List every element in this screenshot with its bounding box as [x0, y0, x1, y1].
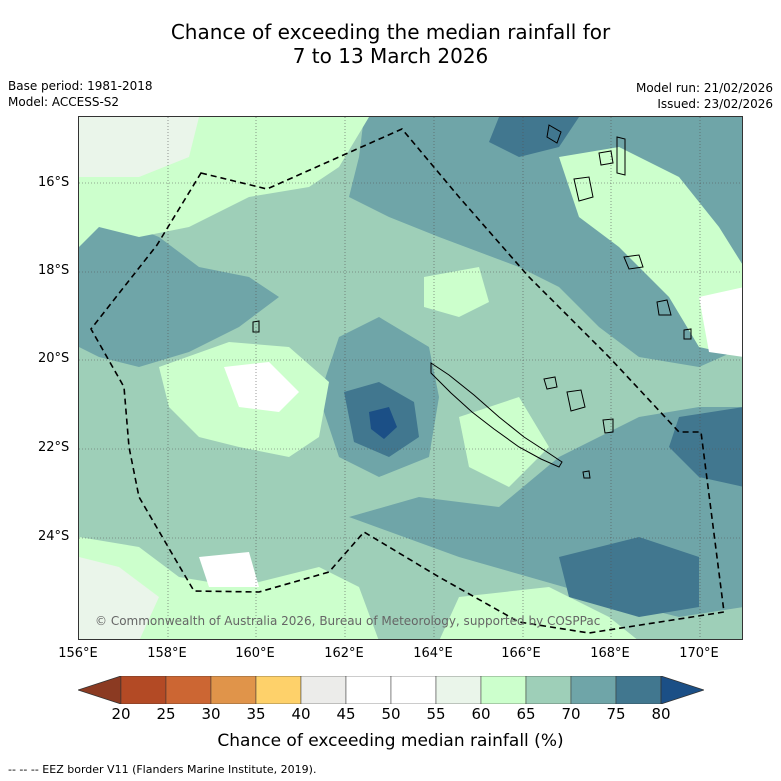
cb-swatch-65-70: [525, 676, 572, 704]
cb-tick-45: 45: [336, 705, 356, 723]
lat-label-18s: 18°S: [38, 263, 70, 278]
rainfall-map[interactable]: [78, 116, 743, 640]
band-60-65-east: [559, 147, 742, 357]
band-75-80-ne: [489, 117, 579, 157]
map-svg: [79, 117, 742, 639]
vanuatu-island-5: [623, 254, 644, 270]
band-75-80-east: [669, 407, 742, 487]
loyalty-island-2: [566, 389, 586, 412]
cb-swatch-60-65: [480, 676, 527, 704]
cb-tick-40: 40: [291, 705, 311, 723]
cb-tick-65: 65: [516, 705, 536, 723]
lat-label-20s: 20°S: [38, 351, 70, 366]
issued-date: Issued: 23/02/2026: [657, 97, 773, 111]
band-60-65-mid: [424, 267, 489, 317]
cb-swatch-70-75: [570, 676, 617, 704]
vanuatu-island-3: [598, 150, 614, 166]
vanuatu-island-6: [656, 299, 672, 316]
lon-label-166e: 166°E: [501, 646, 541, 661]
band-45-55-sw: [199, 552, 259, 587]
reef-islet: [252, 320, 260, 333]
cb-tick-70: 70: [561, 705, 581, 723]
cb-swatch-55-60: [435, 676, 482, 704]
model-run: Model run: 21/02/2026: [635, 81, 773, 95]
lon-label-170e: 170°E: [679, 646, 719, 661]
graticule: [79, 117, 742, 639]
vanuatu-island-7: [683, 328, 692, 340]
band-60-65-sw: [79, 537, 379, 639]
new-caledonia-island: [430, 362, 563, 468]
eez-legend-note: -- -- -- EEZ border V11 (Flanders Marine…: [8, 763, 317, 776]
lon-label-156e: 156°E: [58, 646, 98, 661]
cb-tick-30: 30: [201, 705, 221, 723]
lat-label-22s: 22°S: [38, 440, 70, 455]
cb-swatch-75-80: [615, 676, 662, 704]
band-60-65-bottom: [439, 587, 637, 639]
isle-of-pines: [582, 470, 591, 479]
loyalty-island-1: [543, 376, 558, 390]
band-70-75-west: [79, 217, 279, 367]
cb-tick-50: 50: [381, 705, 401, 723]
chart-title-line2: 7 to 13 March 2026: [292, 44, 489, 68]
cb-tick-80: 80: [651, 705, 671, 723]
band-75-80-south: [559, 537, 699, 617]
cb-swatch-25-30: [165, 676, 212, 704]
cb-swatch-50-55: [390, 676, 437, 704]
vanuatu-island-2: [573, 176, 594, 202]
band-80-plus: [369, 407, 397, 439]
lon-label-158e: 158°E: [147, 646, 187, 661]
lon-label-168e: 168°E: [590, 646, 630, 661]
cb-swatch-30-35: [210, 676, 257, 704]
band-45-55-east: [699, 287, 742, 357]
model-name: Model: ACCESS-S2: [8, 95, 120, 109]
vanuatu-island-1: [546, 124, 562, 144]
lat-label-24s: 24°S: [38, 529, 70, 544]
cb-swatch-45-50: [345, 676, 392, 704]
cb-arrow-low: [78, 676, 122, 704]
lat-label-16s: 16°S: [38, 175, 70, 190]
lon-label-162e: 162°E: [324, 646, 364, 661]
chart-title-line1: Chance of exceeding the median rainfall …: [170, 20, 611, 44]
loyalty-island-3: [602, 418, 614, 434]
cb-swatch-20-25: [120, 676, 167, 704]
copyright-notice: © Commonwealth of Australia 2026, Bureau…: [95, 614, 601, 628]
lon-label-160e: 160°E: [235, 646, 275, 661]
cb-swatch-35-40: [255, 676, 302, 704]
meta-right: Model run: 21/02/2026 Issued: 23/02/2026: [636, 80, 773, 112]
vanuatu-island-4: [616, 136, 626, 176]
lon-label-164e: 164°E: [413, 646, 453, 661]
cb-arrow-high: [660, 676, 704, 704]
cb-tick-55: 55: [426, 705, 446, 723]
colorbar: [78, 676, 704, 704]
cb-tick-75: 75: [606, 705, 626, 723]
meta-left: Base period: 1981-2018 Model: ACCESS-S2: [8, 78, 153, 110]
cb-swatch-40-45: [300, 676, 347, 704]
colorbar-label: Chance of exceeding median rainfall (%): [217, 731, 564, 751]
cb-tick-60: 60: [471, 705, 491, 723]
cb-tick-25: 25: [156, 705, 176, 723]
band-45-55-west: [224, 362, 299, 412]
band-55-60-sw: [79, 557, 159, 639]
eez-border: [90, 128, 725, 634]
base-period: Base period: 1981-2018: [8, 79, 153, 93]
cb-tick-20: 20: [111, 705, 131, 723]
band-55-60-nw: [79, 117, 199, 177]
cb-tick-35: 35: [246, 705, 266, 723]
